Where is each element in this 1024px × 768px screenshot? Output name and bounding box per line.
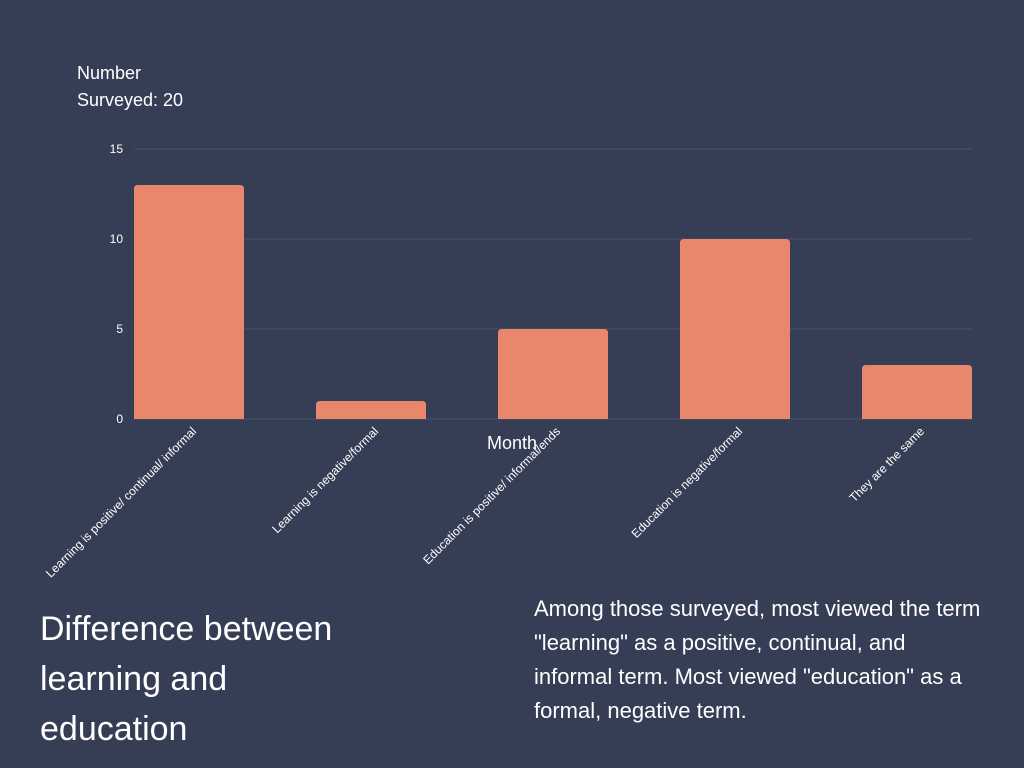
x-axis-label: Month [487, 433, 537, 453]
y-tick-label: 0 [116, 412, 123, 426]
y-tick-label: 15 [110, 142, 124, 156]
x-tick-label: They are the same [846, 424, 927, 505]
bar [862, 365, 972, 419]
bar [680, 239, 790, 419]
y-axis-ticks: 0 5 10 15 [110, 142, 124, 426]
bars [134, 185, 972, 419]
bar-chart: 0 5 10 15 Learning is positive/ continual/ … [43, 142, 972, 580]
bar [134, 185, 244, 419]
x-tick-label: Learning is positive/ continual/ informa… [43, 424, 199, 580]
description-text: Among those surveyed, most viewed the te… [534, 596, 981, 723]
y-axis-label: Number Surveyed: 20 [77, 63, 184, 110]
y-tick-label: 5 [116, 322, 123, 336]
y-tick-label: 10 [110, 232, 124, 246]
page-title: Difference between learning and educatio… [40, 610, 333, 748]
bar [498, 329, 608, 419]
x-axis-ticks: Learning is positive/ continual/ informa… [43, 424, 927, 580]
x-tick-label: Learning is negative/formal [269, 424, 381, 536]
bar [316, 401, 426, 419]
x-tick-label: Education is negative/formal [629, 424, 745, 540]
